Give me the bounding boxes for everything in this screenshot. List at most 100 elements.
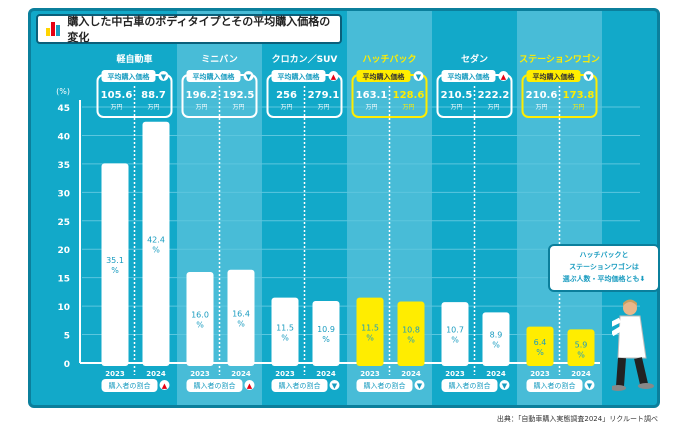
bar-value-label: 11.5 (276, 323, 294, 332)
bar-value-unit: % (196, 320, 204, 329)
bar-value-label: 10.9 (317, 325, 335, 334)
price-unit: 万円 (365, 104, 377, 111)
price-trend-icon (328, 71, 339, 81)
bar-2024 (142, 121, 170, 367)
price-trend-arrow: ▲ (501, 73, 507, 81)
bar-value-unit: % (492, 341, 500, 350)
bar-value-label: 16.4 (232, 309, 250, 318)
chart-logo-icon (46, 22, 60, 36)
price-trend-icon (413, 71, 424, 81)
price-trend-arrow: ▼ (161, 73, 167, 81)
y-tick-label: 30 (57, 189, 70, 199)
y-tick-label: 0 (64, 360, 70, 370)
price-label-bg (356, 70, 411, 82)
price-unit: 万円 (535, 104, 547, 111)
bar-value-unit: % (111, 266, 119, 275)
category-label: クロカン／SUV (272, 54, 338, 65)
bar-value-unit: % (451, 336, 459, 345)
x-tick-label: 2023 (445, 370, 465, 378)
x-tick-label: 2024 (401, 370, 421, 378)
price-unit: 万円 (232, 104, 244, 111)
price-label-bg (186, 70, 241, 82)
price-unit: 万円 (110, 104, 122, 111)
price-label-bg (526, 70, 581, 82)
share-label: 購入者の割合 (364, 381, 406, 390)
y-tick-label: 25 (57, 218, 70, 228)
price-label: 平均購入価格 (533, 72, 576, 81)
share-trend-icon (499, 380, 510, 390)
share-label: 購入者の割合 (109, 381, 151, 390)
bar-value-unit: % (407, 335, 415, 344)
bar-value-unit: % (322, 335, 330, 344)
price-value: 210.6 (526, 90, 558, 101)
bar-value-label: 11.5 (361, 323, 379, 332)
share-trend-arrow: ▼ (332, 382, 338, 390)
bar-value-label: 6.4 (534, 338, 547, 347)
x-tick-label: 2023 (275, 370, 295, 378)
callout-line: 選ぶ人数・平均価格とも⬇ (562, 275, 646, 283)
share-trend-icon (329, 380, 340, 390)
bar-2024 (227, 269, 255, 366)
share-label-bg (441, 379, 498, 392)
price-unit: 万円 (147, 104, 159, 111)
bar-2024 (482, 312, 510, 366)
bar-value-label: 8.9 (490, 331, 503, 340)
bar-value-label: 10.7 (446, 326, 464, 335)
bar-2024 (397, 301, 425, 366)
bar-value-unit: % (536, 348, 544, 357)
x-tick-label: 2023 (105, 370, 125, 378)
x-tick-label: 2023 (360, 370, 380, 378)
x-tick-label: 2023 (190, 370, 210, 378)
category-label: ハッチバック (362, 54, 416, 65)
category-label: ミニバン (201, 54, 237, 65)
price-label-bg (101, 70, 156, 82)
price-value: 105.6 (101, 90, 133, 101)
price-unit: 万円 (450, 104, 462, 111)
price-label-bg (441, 70, 496, 82)
y-tick-label: 5 (64, 332, 70, 342)
price-label: 平均購入価格 (363, 72, 406, 81)
share-trend-icon (584, 380, 595, 390)
category-label: 軽自動車 (116, 53, 152, 65)
price-trend-icon (498, 71, 509, 81)
price-trend-icon (158, 71, 169, 81)
share-label-bg (101, 379, 158, 392)
price-value: 192.5 (223, 90, 255, 101)
share-label: 購入者の割合 (194, 381, 236, 390)
source-note: 出典：「自動車購入実態調査2024」リクルート調べ (496, 415, 658, 423)
y-tick-label: 20 (57, 246, 70, 256)
bar-value-unit: % (237, 319, 245, 328)
x-tick-label: 2024 (231, 370, 251, 378)
share-label-bg (356, 379, 413, 392)
y-tick-label: 40 (57, 132, 70, 142)
price-unit: 万円 (317, 104, 329, 111)
x-tick-label: 2024 (571, 370, 591, 378)
y-tick-label: 35 (57, 161, 70, 171)
share-label: 購入者の割合 (534, 381, 576, 390)
bar-2024 (567, 329, 595, 366)
share-trend-icon (414, 380, 425, 390)
price-value: 173.8 (563, 90, 595, 101)
price-value: 210.5 (441, 90, 473, 101)
share-label-bg (526, 379, 583, 392)
price-value: 128.6 (393, 90, 425, 101)
price-value: 196.2 (186, 90, 218, 101)
bar-2023 (186, 271, 214, 366)
category-label: セダン (461, 53, 488, 65)
bar-value-label: 42.4 (147, 235, 165, 244)
price-value: 88.7 (141, 90, 166, 101)
bar-value-label: 35.1 (106, 256, 124, 265)
bar-2023 (271, 297, 299, 366)
price-label: 平均購入価格 (193, 72, 236, 81)
share-trend-icon (244, 380, 255, 390)
price-label-bg (271, 70, 326, 82)
share-trend-icon (159, 380, 170, 390)
y-tick-label: 15 (57, 275, 70, 285)
price-label: 平均購入価格 (448, 72, 491, 81)
x-tick-label: 2023 (530, 370, 550, 378)
title-bar: 購入した中古車のボディタイプとその平均購入価格の変化 (36, 14, 342, 44)
share-trend-arrow: ▼ (502, 382, 508, 390)
category-label: ステーションワゴン (519, 53, 600, 65)
share-label: 購入者の割合 (279, 381, 321, 390)
